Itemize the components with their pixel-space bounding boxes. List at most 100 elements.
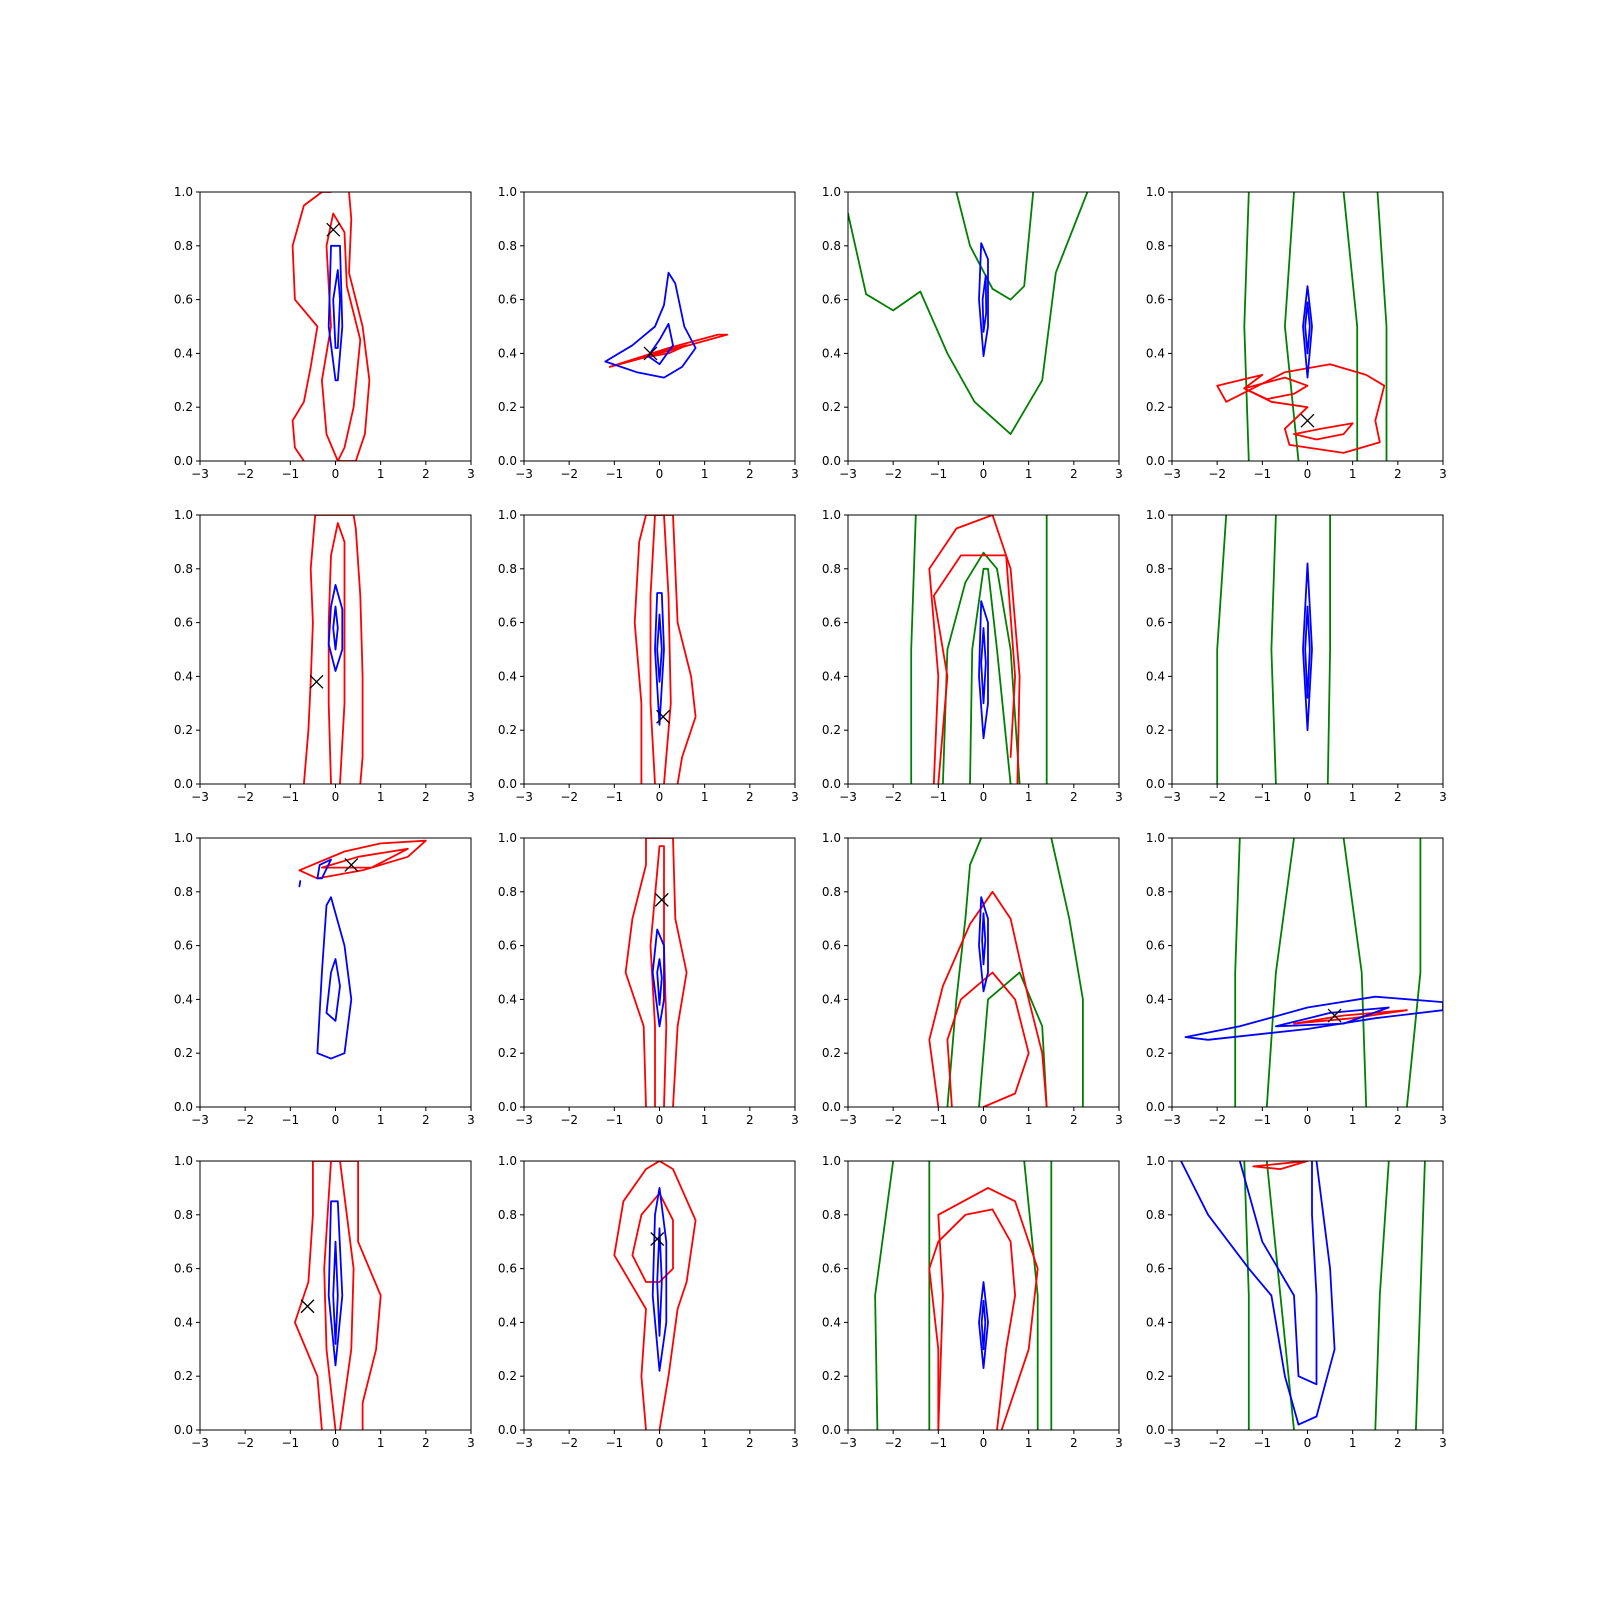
y-tick-label: 0.8 xyxy=(822,885,841,899)
x-tick-label: 0 xyxy=(980,790,988,804)
x-tick-label: 2 xyxy=(1394,1436,1402,1450)
x-tick-label: −3 xyxy=(191,1113,209,1127)
x-tick-label: 2 xyxy=(422,467,430,481)
y-tick-label: 0.6 xyxy=(822,939,841,953)
x-tick-label: 1 xyxy=(701,467,709,481)
x-tick-label: 0 xyxy=(332,790,340,804)
blue-contour-3 xyxy=(298,880,302,888)
blue-contour-0 xyxy=(327,584,344,672)
x-marker xyxy=(344,857,359,872)
y-tick-label: 0.4 xyxy=(498,669,517,683)
x-tick-label: 1 xyxy=(377,1436,385,1450)
green-contour-1 xyxy=(1284,192,1300,461)
x-tick-label: 2 xyxy=(422,1436,430,1450)
x-tick-label: 0 xyxy=(656,467,664,481)
y-tick-label: 0.4 xyxy=(1146,1315,1165,1329)
x-tick-label: −3 xyxy=(1163,790,1181,804)
y-tick-label: 0.2 xyxy=(174,1369,193,1383)
y-tick-label: 0.0 xyxy=(822,777,841,791)
y-tick-label: 0.4 xyxy=(822,992,841,1006)
y-tick-label: 0.0 xyxy=(822,1423,841,1437)
x-tick-label: 3 xyxy=(791,790,799,804)
x-tick-label: −1 xyxy=(929,467,947,481)
x-tick-label: 3 xyxy=(791,1436,799,1450)
y-tick-label: 0.6 xyxy=(174,939,193,953)
y-tick-label: 1.0 xyxy=(174,508,193,522)
blue-contour-0 xyxy=(327,244,344,382)
x-tick-label: 3 xyxy=(467,467,475,481)
y-tick-label: 0.6 xyxy=(1146,1262,1165,1276)
y-tick-label: 1.0 xyxy=(498,185,517,199)
x-tick-label: −3 xyxy=(515,790,533,804)
red-contour-0 xyxy=(928,1208,1016,1430)
blue-contour-1 xyxy=(332,269,341,349)
green-contour-0 xyxy=(910,515,917,784)
x-tick-label: 1 xyxy=(701,1436,709,1450)
y-tick-label: 1.0 xyxy=(1146,831,1165,845)
green-contour-3 xyxy=(1415,1161,1426,1430)
x-tick-label: −2 xyxy=(1208,467,1226,481)
x-tick-label: 0 xyxy=(332,1436,340,1450)
y-tick-label: 0.4 xyxy=(498,992,517,1006)
x-tick-label: 0 xyxy=(1304,790,1312,804)
y-tick-label: 0.6 xyxy=(498,939,517,953)
y-tick-label: 0.0 xyxy=(1146,1100,1165,1114)
y-tick-label: 0.0 xyxy=(822,454,841,468)
x-tick-label: 0 xyxy=(980,1436,988,1450)
subplot-r0-c2: −3 −2 −1 0 1 2 3 0.0 0.2 0.4 0.6 0.8 1.0 xyxy=(822,185,1123,481)
red-contour-0 xyxy=(294,1161,382,1430)
x-tick-label: 0 xyxy=(656,790,664,804)
y-tick-label: 0.4 xyxy=(174,1315,193,1329)
x-tick-label: 0 xyxy=(332,467,340,481)
y-tick-label: 0.6 xyxy=(174,293,193,307)
y-tick-label: 0.2 xyxy=(822,400,841,414)
x-tick-label: 2 xyxy=(1394,1113,1402,1127)
plot-area xyxy=(874,1161,1053,1430)
green-contour-2 xyxy=(1326,515,1331,784)
y-tick-label: 0.8 xyxy=(822,1208,841,1222)
plot-area xyxy=(1184,838,1443,1107)
x-tick-label: −3 xyxy=(191,467,209,481)
y-tick-label: 0.2 xyxy=(1146,1046,1165,1060)
blue-contour-0 xyxy=(978,242,989,357)
x-tick-label: 3 xyxy=(1115,790,1123,804)
x-tick-label: −2 xyxy=(560,1436,578,1450)
x-marker xyxy=(326,222,341,237)
y-tick-label: 0.6 xyxy=(498,293,517,307)
y-tick-label: 0.8 xyxy=(174,885,193,899)
x-tick-label: −3 xyxy=(839,1113,857,1127)
x-tick-label: 2 xyxy=(422,1113,430,1127)
blue-contour-0 xyxy=(1302,285,1313,379)
blue-contour-0 xyxy=(327,1200,344,1367)
y-tick-label: 0.6 xyxy=(498,616,517,630)
x-marker xyxy=(643,346,658,361)
green-contour-0 xyxy=(1234,838,1241,1107)
green-contour-0 xyxy=(848,192,1089,435)
x-tick-label: −1 xyxy=(929,790,947,804)
y-tick-label: 0.6 xyxy=(1146,293,1165,307)
y-tick-label: 0.8 xyxy=(1146,239,1165,253)
x-tick-label: −3 xyxy=(191,1436,209,1450)
plot-area xyxy=(294,1161,382,1430)
subplot-r3-c3: −3 −2 −1 0 1 2 3 0.0 0.2 0.4 0.6 0.8 1.0 xyxy=(1146,1154,1447,1450)
x-tick-label: 0 xyxy=(656,1113,664,1127)
x-tick-label: 3 xyxy=(1439,790,1447,804)
x-tick-label: 0 xyxy=(332,1113,340,1127)
x-tick-label: 3 xyxy=(791,1113,799,1127)
x-tick-label: −3 xyxy=(515,1436,533,1450)
y-tick-label: 0.8 xyxy=(498,885,517,899)
green-contour-0 xyxy=(1216,515,1228,784)
subplot-r0-c0: −3 −2 −1 0 1 2 3 0.0 0.2 0.4 0.6 0.8 1.0 xyxy=(174,185,475,481)
x-marker xyxy=(1327,1008,1342,1023)
red-contour-0 xyxy=(298,839,427,880)
blue-contour-0 xyxy=(1180,1161,1336,1426)
y-tick-label: 0.6 xyxy=(1146,939,1165,953)
blue-contour-1 xyxy=(325,958,341,1022)
y-tick-label: 1.0 xyxy=(822,1154,841,1168)
blue-contour-1 xyxy=(1238,1161,1318,1386)
x-tick-label: −2 xyxy=(1208,790,1226,804)
x-marker xyxy=(300,1299,315,1314)
x-tick-label: 2 xyxy=(1070,1113,1078,1127)
y-tick-label: 0.4 xyxy=(174,992,193,1006)
red-contour-0 xyxy=(624,838,688,1107)
